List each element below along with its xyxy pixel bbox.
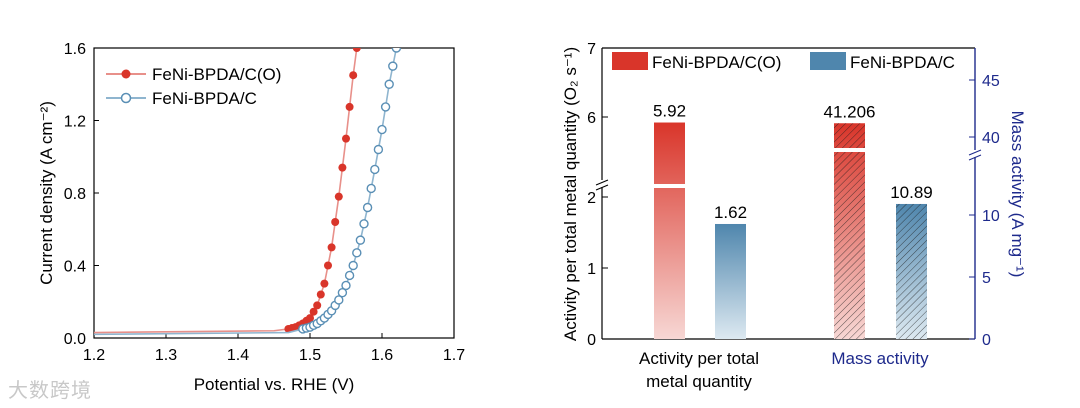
legend-label-blue: FeNi-BPDA/C <box>850 53 955 72</box>
data-point-blue <box>370 164 380 175</box>
x-tick-label: 1.5 <box>299 347 321 364</box>
data-point-blue <box>341 280 351 291</box>
line-chart-legend: FeNi-BPDA/C(O) FeNi-BPDA/C <box>106 65 281 108</box>
data-point-blue <box>359 219 369 229</box>
data-point-blue <box>380 102 391 112</box>
right-axis-break-mark <box>968 149 982 156</box>
line-chart-ylabel: Current density (A cm⁻²) <box>37 101 56 285</box>
line-chart: 1.2 1.3 1.4 1.5 1.6 1.7 0.0 0.4 0.8 1.2 1.6 Potent… <box>37 41 465 394</box>
data-point-blue <box>334 295 344 305</box>
data-point-red <box>324 261 332 270</box>
category-label-mass: Mass activity <box>831 349 929 368</box>
y-tick-label: 1.2 <box>64 114 86 131</box>
data-point-blue <box>366 183 376 194</box>
data-point-red <box>309 307 318 316</box>
right-y-tick-label: 5 <box>982 270 991 287</box>
legend-swatch-red <box>612 52 648 70</box>
data-point-blue <box>344 270 355 281</box>
x-tick-label: 1.4 <box>227 347 249 364</box>
bar-chart-left-ylabel: Activity per total metal quantity (O₂ s⁻… <box>561 47 580 341</box>
legend-marker-red <box>121 69 131 79</box>
bar-chart: 0 1 2 6 7 0 5 10 40 45 5.92 1.62 41.206 10.89 Activi… <box>561 41 1027 391</box>
data-point-red <box>327 243 336 252</box>
data-point-blue <box>337 287 348 298</box>
left-axis-break-mark <box>595 184 609 191</box>
bar-mass-fenibpdac: 10.89 <box>890 183 933 339</box>
x-tick-label: 1.2 <box>83 347 105 364</box>
left-y-tick-label: 2 <box>587 190 596 207</box>
data-point-blue <box>391 48 402 53</box>
data-point-red <box>334 192 343 201</box>
bar-activity-fenibpdac-o-fill <box>654 122 685 340</box>
legend-swatch-blue <box>810 52 846 70</box>
x-tick-label: 1.7 <box>443 347 465 364</box>
line-chart-frame <box>93 47 455 339</box>
category-label-activity-line2: metal quantity <box>646 372 752 391</box>
category-label-activity-line1: Activity per total <box>639 349 759 368</box>
y-tick-label: 1.6 <box>64 41 86 58</box>
bar-mass-fenibpdac-o-value-label: 41.206 <box>824 102 876 121</box>
bar-activity-fenibpdac-value-label: 1.62 <box>714 203 747 222</box>
data-point-blue <box>355 235 366 245</box>
bar-chart-legend: FeNi-BPDA/C(O) FeNi-BPDA/C <box>612 52 955 72</box>
data-point-red <box>342 134 350 143</box>
bar-chart-bars: 5.92 1.62 41.206 10.89 <box>652 102 933 340</box>
legend-label-blue: FeNi-BPDA/C <box>152 89 257 108</box>
right-axis-break-gap <box>968 150 982 157</box>
left-axis-break-gap <box>595 180 609 187</box>
bar-mass-fenibpdac-value-label: 10.89 <box>890 183 933 202</box>
data-point-red <box>352 48 361 52</box>
data-point-blue <box>362 202 373 213</box>
y-tick-label: 0.4 <box>64 259 86 276</box>
legend-marker-blue <box>120 92 132 104</box>
right-y-tick-label: 45 <box>982 73 1000 90</box>
bar-mass-fenibpdac-o: 41.206 <box>824 102 876 339</box>
data-point-red <box>313 301 322 310</box>
line-chart-series <box>94 48 402 336</box>
x-tick-label: 1.3 <box>155 347 177 364</box>
line-chart-ticks: 1.2 1.3 1.4 1.5 1.6 1.7 0.0 0.4 0.8 1.2 1.6 <box>64 41 465 364</box>
left-y-tick-label: 0 <box>587 332 596 349</box>
left-y-tick-label: 6 <box>587 110 596 127</box>
y-tick-label: 0.8 <box>64 186 86 203</box>
watermark-text: 大数跨境 <box>8 378 92 402</box>
bar-mass-fenibpdac-o-break <box>832 148 867 152</box>
left-y-tick-label: 1 <box>587 261 596 278</box>
legend-label-red: FeNi-BPDA/C(O) <box>152 65 281 84</box>
data-point-red <box>316 290 325 299</box>
right-y-tick-label: 0 <box>982 332 991 349</box>
data-point-blue <box>377 124 387 135</box>
left-axis-break-mark <box>595 179 609 186</box>
data-point-red <box>345 102 354 111</box>
bar-activity-fenibpdac-o-value-label: 5.92 <box>653 102 686 121</box>
bar-chart-right-ylabel: Mass activity (A mg⁻¹) <box>1008 111 1027 278</box>
y-tick-label: 0.0 <box>64 331 86 348</box>
bar-activity-fenibpdac: 1.62 <box>714 203 747 339</box>
data-point-blue <box>348 260 358 271</box>
data-point-red <box>320 279 329 288</box>
bar-activity-fenibpdac-o-break <box>652 184 687 188</box>
data-point-blue <box>384 79 394 89</box>
data-point-blue <box>388 61 398 71</box>
bar-mass-fenibpdac-hatch <box>896 203 927 339</box>
right-y-tick-label: 10 <box>982 208 1000 225</box>
bar-mass-fenibpdac-o-hatch <box>834 123 865 339</box>
data-point-blue <box>373 144 384 155</box>
line-chart-xlabel: Potential vs. RHE (V) <box>194 375 355 394</box>
bar-chart-ticks: 0 1 2 6 7 0 5 10 40 45 <box>587 41 1000 349</box>
right-axis-break-mark <box>968 154 982 161</box>
data-point-red <box>306 314 314 323</box>
legend-label-red: FeNi-BPDA/C(O) <box>652 53 781 72</box>
data-point-blue <box>352 248 362 258</box>
data-point-red <box>338 163 347 172</box>
x-tick-label: 1.6 <box>371 347 393 364</box>
bar-activity-fenibpdac-fill <box>715 223 746 339</box>
left-y-tick-label: 7 <box>587 41 596 58</box>
data-point-red <box>349 71 358 80</box>
right-y-tick-label: 40 <box>982 130 1000 147</box>
bar-activity-fenibpdac-o: 5.92 <box>652 102 687 340</box>
data-point-red <box>331 218 340 226</box>
